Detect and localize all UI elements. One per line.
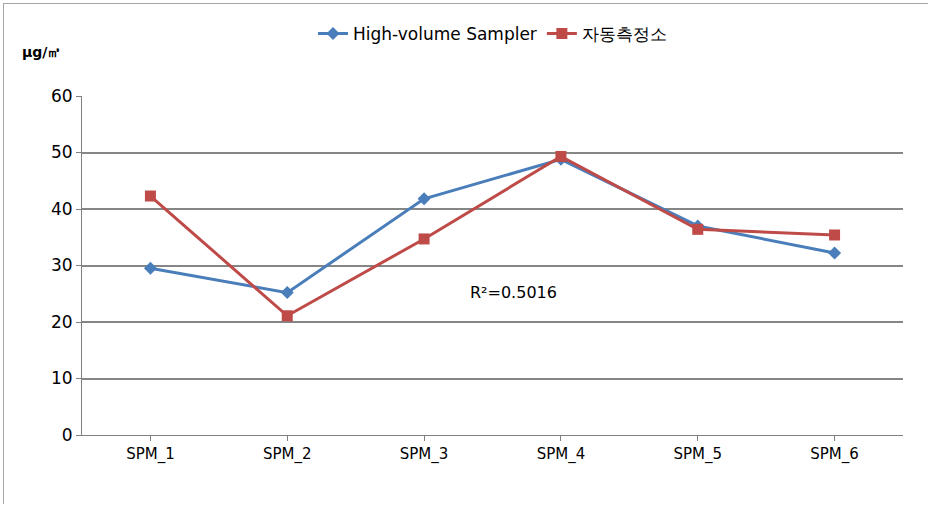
svg-text:SPM_6: SPM_6: [810, 445, 859, 464]
svg-text:자동측정소: 자동측정소: [582, 24, 667, 44]
svg-text:20: 20: [51, 312, 73, 332]
svg-text:μg/㎥: μg/㎥: [22, 44, 61, 60]
svg-text:40: 40: [51, 199, 73, 219]
svg-text:10: 10: [51, 368, 73, 388]
svg-text:SPM_3: SPM_3: [400, 445, 449, 464]
svg-text:SPM_2: SPM_2: [263, 445, 312, 464]
svg-text:SPM_4: SPM_4: [537, 445, 586, 464]
svg-text:High-volume Sampler: High-volume Sampler: [353, 24, 537, 44]
svg-text:30: 30: [51, 255, 73, 275]
svg-text:60: 60: [51, 86, 73, 106]
svg-text:50: 50: [51, 142, 73, 162]
svg-text:R²=0.5016: R²=0.5016: [470, 283, 557, 302]
svg-text:SPM_1: SPM_1: [126, 445, 175, 464]
svg-text:0: 0: [62, 425, 73, 445]
svg-text:SPM_5: SPM_5: [673, 445, 722, 464]
